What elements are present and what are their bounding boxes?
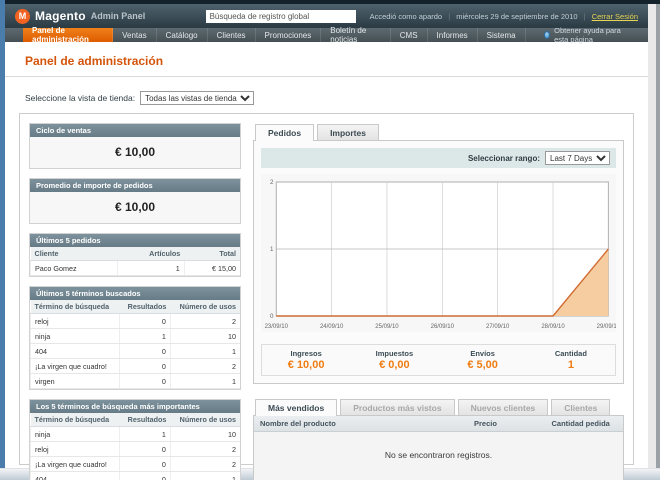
store-view-select[interactable]: Todas las vistas de tienda bbox=[140, 91, 255, 105]
nav-item-cms[interactable]: CMS bbox=[391, 28, 428, 42]
logged-in-as: Accedió como apardo bbox=[369, 11, 443, 21]
nav-item-informes[interactable]: Informes bbox=[428, 28, 478, 42]
lifetime-sales-box: Ciclo de ventas € 10,00 bbox=[29, 123, 241, 169]
nav-item-dashboard[interactable]: Panel de administración bbox=[23, 26, 114, 44]
table-row[interactable]: 404 0 1 bbox=[29, 471, 240, 480]
orders-area-chart: 0 1 2 23/09/10 24/09/10 25/09/10 26/09/10 27/09… bbox=[261, 174, 621, 332]
nav-item-catalogo[interactable]: Catálogo bbox=[157, 28, 208, 42]
table-row[interactable]: reloj 0 2 bbox=[29, 441, 240, 457]
nav-item-clientes[interactable]: Clientes bbox=[208, 28, 256, 42]
global-search-input[interactable] bbox=[205, 9, 356, 23]
svg-text:25/09/10: 25/09/10 bbox=[375, 323, 399, 330]
table-row[interactable]: ninja 1 10 bbox=[29, 426, 240, 442]
chart-wrap: 0 1 2 23/09/10 24/09/10 25/09/10 26/09/10 27/09… bbox=[261, 168, 621, 337]
user-info: Accedió como apardo | miércoles 29 de se… bbox=[369, 11, 638, 21]
metric-envios: Envíos € 5,00 bbox=[467, 349, 498, 371]
orders-tab-panel: Seleccionar rango: Last 7 Days 0 1 2 23/09/… bbox=[253, 140, 624, 384]
average-orders-box: Promedio de importe de pedidos € 10,00 bbox=[29, 178, 241, 224]
tab-pedidos[interactable]: Pedidos bbox=[255, 124, 315, 141]
last-orders-table: Cliente Artículos Total Paco Gomez 1 € 1… bbox=[30, 247, 240, 276]
logout-link[interactable]: Cerrar Sesión bbox=[591, 11, 638, 21]
table-row[interactable]: virgen 0 1 bbox=[29, 373, 240, 389]
chart-column: Pedidos Importes Seleccionar rango: Last… bbox=[253, 123, 624, 480]
tab-productos-mas-vistos[interactable]: Productos más vistos bbox=[340, 399, 455, 416]
nav-item-ventas[interactable]: Ventas bbox=[113, 28, 157, 42]
svg-text:23/09/10: 23/09/10 bbox=[265, 323, 289, 330]
tab-mas-vendidos[interactable]: Más vendidos bbox=[255, 399, 338, 416]
range-label: Seleccionar rango: bbox=[467, 153, 540, 163]
empty-records-message: No se encontraron registros. bbox=[254, 432, 623, 480]
magento-logo-icon: M bbox=[15, 8, 30, 24]
nav-item-boletin[interactable]: Boletín de noticias bbox=[321, 26, 391, 44]
svg-text:29/09/10: 29/09/10 bbox=[597, 323, 616, 330]
logo-subtitle: Admin Panel bbox=[90, 11, 146, 21]
nav-item-sistema[interactable]: Sistema bbox=[478, 28, 526, 42]
range-select[interactable]: Last 7 Days bbox=[545, 151, 610, 165]
metrics-row: Ingresos € 10,00 Impuestos € 0,00 Envíos… bbox=[261, 344, 616, 376]
lifetime-sales-title: Ciclo de ventas bbox=[30, 124, 240, 137]
svg-text:0: 0 bbox=[270, 313, 274, 320]
header: M Magento Admin Panel Accedió como apard… bbox=[5, 4, 648, 28]
table-row[interactable]: ninja 1 10 bbox=[29, 328, 240, 344]
last-orders-box: Últimos 5 pedidos Cliente Artículos Tota… bbox=[29, 233, 241, 277]
tab-importes[interactable]: Importes bbox=[317, 124, 379, 141]
table-row[interactable]: ¡La virgen que cuadro! 0 2 bbox=[29, 358, 240, 374]
top-search-terms-box: Los 5 términos de búsqueda más important… bbox=[29, 399, 241, 480]
title-row: Panel de administración bbox=[5, 42, 648, 77]
window-frame-left bbox=[0, 0, 5, 468]
svg-text:2: 2 bbox=[270, 179, 274, 186]
tab-clientes[interactable]: Clientes bbox=[551, 399, 611, 416]
logo-text: Magento bbox=[35, 9, 86, 23]
stats-sidebar: Ciclo de ventas € 10,00 Promedio de impo… bbox=[29, 123, 241, 480]
svg-text:26/09/10: 26/09/10 bbox=[431, 323, 455, 330]
admin-page: M Magento Admin Panel Accedió como apard… bbox=[5, 4, 648, 480]
top-search-terms-table: Término de búsqueda Resultados Número de… bbox=[29, 413, 240, 480]
last-search-terms-box: Últimos 5 términos buscados Término de b… bbox=[29, 286, 241, 390]
orders-amounts-tabs: Pedidos Importes bbox=[253, 123, 624, 141]
average-orders-value: € 10,00 bbox=[114, 200, 156, 214]
svg-text:27/09/10: 27/09/10 bbox=[486, 323, 510, 330]
top-search-terms-title: Los 5 términos de búsqueda más important… bbox=[30, 400, 240, 413]
table-row[interactable]: ¡La virgen que cuadro! 0 2 bbox=[29, 456, 240, 472]
metric-cantidad: Cantidad 1 bbox=[554, 349, 587, 371]
tab-nuevos-clientes[interactable]: Nuevos clientes bbox=[457, 399, 549, 416]
metric-ingresos: Ingresos € 10,00 bbox=[287, 349, 325, 371]
store-view-label: Seleccione la vista de tienda: bbox=[25, 93, 136, 103]
nav-item-promociones[interactable]: Promociones bbox=[256, 28, 322, 42]
page-title: Panel de administración bbox=[25, 54, 164, 68]
browser-scrollbar[interactable] bbox=[648, 4, 660, 468]
table-row[interactable]: Paco Gomez 1 € 15,00 bbox=[30, 260, 240, 276]
table-row[interactable]: reloj 0 2 bbox=[29, 313, 240, 329]
svg-text:1: 1 bbox=[270, 246, 274, 253]
last-search-terms-table: Término de búsqueda Resultados Número de… bbox=[29, 300, 240, 389]
metric-impuestos: Impuestos € 0,00 bbox=[375, 349, 414, 371]
products-grid-header: Nombre del producto Precio Cantidad pedi… bbox=[254, 416, 623, 432]
svg-text:28/09/10: 28/09/10 bbox=[541, 323, 565, 330]
products-tabs: Más vendidos Productos más vistos Nuevos… bbox=[253, 398, 624, 416]
products-grid-panel: Nombre del producto Precio Cantidad pedi… bbox=[253, 415, 624, 480]
range-bar: Seleccionar rango: Last 7 Days bbox=[261, 148, 616, 168]
last-orders-title: Últimos 5 pedidos bbox=[30, 234, 240, 247]
last-search-terms-title: Últimos 5 términos buscados bbox=[30, 287, 240, 300]
table-row[interactable]: 404 0 1 bbox=[29, 343, 240, 359]
dashboard-panel: Ciclo de ventas € 10,00 Promedio de impo… bbox=[19, 113, 634, 480]
store-view-row: Seleccione la vista de tienda: Todas las… bbox=[25, 91, 628, 105]
main-nav: Panel de administración Ventas Catálogo … bbox=[5, 26, 648, 44]
globe-icon bbox=[543, 31, 551, 39]
current-date: miércoles 29 de septiembre de 2010 bbox=[456, 11, 578, 21]
help-link[interactable]: Obtener ayuda para esta página bbox=[543, 26, 648, 44]
svg-text:24/09/10: 24/09/10 bbox=[320, 323, 344, 330]
lifetime-sales-value: € 10,00 bbox=[114, 145, 156, 159]
average-orders-title: Promedio de importe de pedidos bbox=[30, 179, 240, 192]
